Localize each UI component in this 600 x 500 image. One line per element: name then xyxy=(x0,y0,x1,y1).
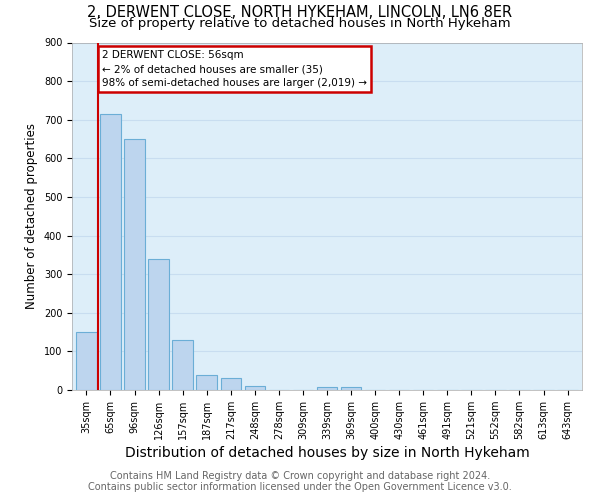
Bar xyxy=(172,340,193,390)
Bar xyxy=(196,374,217,390)
Text: 2 DERWENT CLOSE: 56sqm
← 2% of detached houses are smaller (35)
98% of semi-deta: 2 DERWENT CLOSE: 56sqm ← 2% of detached … xyxy=(102,50,367,88)
Bar xyxy=(148,258,169,390)
Bar xyxy=(76,332,97,390)
Text: Size of property relative to detached houses in North Hykeham: Size of property relative to detached ho… xyxy=(89,18,511,30)
Text: Contains HM Land Registry data © Crown copyright and database right 2024.
Contai: Contains HM Land Registry data © Crown c… xyxy=(88,471,512,492)
Bar xyxy=(100,114,121,390)
Bar xyxy=(221,378,241,390)
X-axis label: Distribution of detached houses by size in North Hykeham: Distribution of detached houses by size … xyxy=(125,446,529,460)
Bar xyxy=(341,387,361,390)
Text: 2, DERWENT CLOSE, NORTH HYKEHAM, LINCOLN, LN6 8ER: 2, DERWENT CLOSE, NORTH HYKEHAM, LINCOLN… xyxy=(88,5,512,20)
Bar xyxy=(124,139,145,390)
Bar xyxy=(245,386,265,390)
Bar xyxy=(317,387,337,390)
Y-axis label: Number of detached properties: Number of detached properties xyxy=(25,123,38,309)
